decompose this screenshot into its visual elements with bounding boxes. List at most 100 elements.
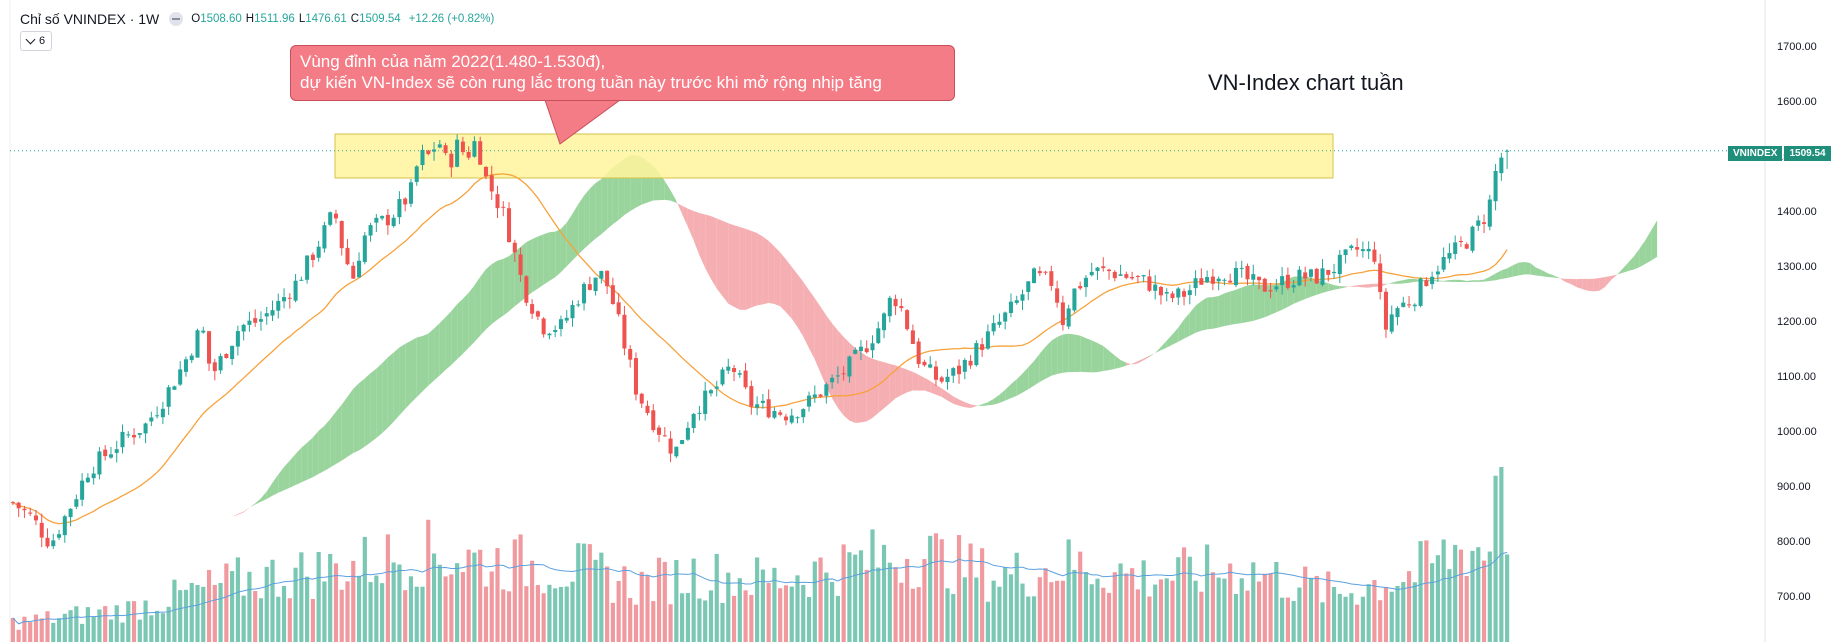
candle-body [126, 434, 131, 436]
candle-body [1499, 157, 1504, 174]
ichimoku-cloud-segment [503, 256, 510, 316]
ichimoku-cloud-segment [1137, 358, 1144, 364]
volume-bar [28, 622, 33, 642]
candle-body [172, 386, 177, 390]
candle-body [316, 246, 321, 258]
ichimoku-cloud-segment [1495, 270, 1502, 281]
candle-body [910, 330, 915, 344]
volume-bar [74, 606, 79, 642]
ichimoku-cloud-segment [1339, 286, 1346, 289]
ichimoku-cloud-segment [895, 365, 902, 399]
candle-body [374, 217, 379, 223]
candle-body [928, 364, 933, 368]
ichimoku-cloud-segment [670, 190, 677, 203]
visibility-toggle-icon[interactable] [169, 12, 184, 26]
volume-bar [1401, 582, 1406, 642]
volume-bar [195, 585, 200, 642]
volume-bar [120, 622, 125, 642]
volume-bar [1055, 580, 1060, 642]
volume-bar [374, 575, 379, 642]
volume-bar [651, 601, 656, 642]
ichimoku-cloud-segment [1570, 278, 1577, 287]
ichimoku-cloud-segment [318, 425, 325, 474]
volume-bar [1083, 572, 1089, 642]
ichimoku-cloud-segment [330, 411, 336, 468]
candle-body [235, 331, 240, 347]
ichimoku-cloud-segment [1276, 282, 1283, 313]
candle-body [1032, 268, 1037, 284]
candle-body [85, 477, 90, 483]
candle-body [795, 417, 800, 419]
volume-bar [68, 610, 73, 642]
ichimoku-cloud-segment [1576, 278, 1583, 290]
candle-body [483, 166, 488, 177]
ichimoku-cloud-segment [1466, 280, 1473, 283]
ichimoku-cloud-segment [1634, 248, 1640, 270]
candle-body [1493, 170, 1498, 202]
candle-body [137, 433, 142, 435]
volume-bar [218, 582, 223, 642]
ichimoku-cloud-segment [1184, 312, 1190, 339]
ichimoku-cloud-segment [1645, 230, 1652, 264]
ichimoku-cloud-segment [664, 181, 671, 201]
volume-bar [143, 600, 148, 642]
volume-bar [258, 598, 264, 642]
ichimoku-cloud-segment [976, 404, 983, 407]
annotation-callout[interactable]: Vùng đỉnh của năm 2022(1.480-1.530đ), dự… [290, 45, 955, 101]
volume-bar [189, 582, 194, 642]
candle-body [864, 348, 869, 353]
candle-body [760, 400, 765, 403]
volume-bar [1153, 584, 1158, 642]
ichimoku-cloud-segment [866, 356, 873, 422]
candle-body [1055, 288, 1060, 303]
volume-bar [1031, 596, 1037, 642]
volume-bar [1210, 572, 1215, 642]
candle-body [778, 412, 783, 415]
candle-body [1095, 267, 1100, 271]
candle-body [472, 141, 477, 157]
candle-body [1060, 302, 1065, 326]
candle-body [432, 149, 437, 152]
candle-body [455, 139, 460, 167]
ichimoku-cloud-segment [1253, 284, 1260, 321]
chart-text-label[interactable]: VN-Index chart tuần [1208, 70, 1404, 95]
candle-body [1239, 267, 1244, 269]
ichimoku-cloud-segment [1212, 295, 1219, 329]
candle-body [1043, 271, 1048, 273]
candle-body [16, 502, 21, 509]
candle-body [899, 306, 904, 309]
volume-bar [639, 571, 644, 642]
candle-body [466, 151, 471, 158]
candle-body [120, 431, 125, 448]
ichimoku-cloud-segment [1610, 274, 1617, 281]
volume-bar [1418, 541, 1423, 642]
candle-body [599, 270, 604, 279]
candle-body [1210, 276, 1215, 284]
candle-body [732, 368, 737, 372]
volume-bar [1141, 560, 1146, 642]
candle-body [212, 362, 217, 372]
candle-body [1112, 271, 1117, 279]
ichimoku-cloud-segment [1501, 268, 1508, 279]
volume-bar [876, 567, 881, 642]
indicators-toggle-button[interactable]: 6 [20, 31, 53, 51]
candle-body [501, 206, 506, 208]
ichimoku-cloud-segment [549, 231, 556, 281]
candle-body [708, 390, 713, 394]
candle-body [645, 405, 650, 413]
ichimoku-cloud-segment [1132, 361, 1138, 365]
volume-bar [45, 611, 50, 642]
ichimoku-cloud-segment [757, 233, 763, 306]
volume-bar [980, 548, 985, 642]
candle-body [789, 415, 794, 423]
candle-body [703, 390, 708, 414]
candle-body [807, 395, 812, 407]
candle-body [512, 242, 517, 253]
candle-body [1014, 300, 1019, 304]
ichimoku-cloud-segment [1126, 362, 1133, 366]
y-tick-label: 800.00 [1777, 536, 1811, 548]
candle-body [1135, 275, 1140, 277]
